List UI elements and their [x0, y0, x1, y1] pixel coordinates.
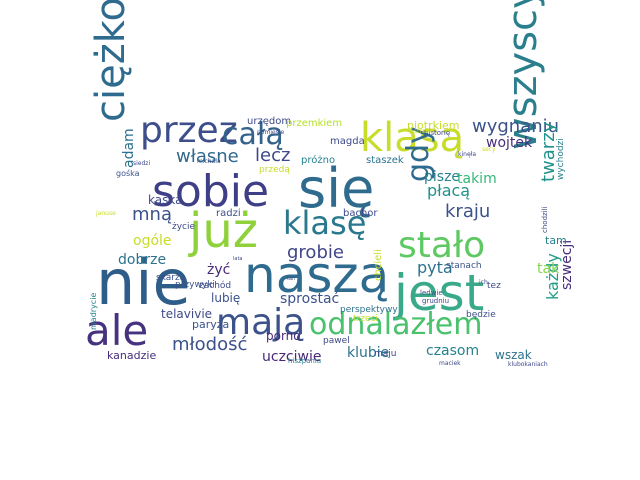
word-73: historię: [424, 129, 451, 137]
word-5: sobie: [152, 166, 270, 217]
word-69: życie: [172, 222, 196, 232]
word-88: tan: [287, 276, 296, 282]
word-20: kraju: [445, 201, 491, 222]
word-71: madrycie: [89, 292, 98, 330]
word-59: trzeci: [353, 314, 378, 324]
word-39: żyć: [207, 262, 231, 278]
word-14: odnalazłem: [309, 307, 483, 342]
word-22: własne: [176, 146, 239, 167]
word-32: sprostać: [280, 291, 340, 307]
word-38: lubię: [211, 291, 241, 305]
word-15: całą: [222, 117, 284, 152]
word-8: przez: [140, 110, 238, 151]
word-40: dobrze: [118, 252, 167, 268]
word-50: urzędom: [247, 116, 292, 127]
word-62: tez: [487, 281, 501, 291]
word-66: zachód: [199, 281, 232, 291]
word-77: chodzili: [541, 206, 549, 233]
word-70: przedą: [259, 165, 290, 175]
word-30: pisze: [424, 169, 461, 185]
word-9: klasą: [360, 115, 465, 161]
word-12: klasę: [283, 204, 367, 242]
word-25: pyta: [417, 258, 453, 277]
word-84: kinęła: [458, 151, 477, 158]
word-47: tak: [537, 261, 560, 277]
word-63: maju: [374, 349, 397, 359]
word-41: ogóle: [133, 233, 172, 249]
word-68: skarżą: [156, 273, 186, 283]
word-54: próżno: [301, 155, 336, 166]
word-35: uczciwie: [262, 349, 322, 365]
word-37: telavivie: [161, 307, 213, 321]
word-86: secy: [482, 146, 496, 153]
word-0: się: [298, 157, 375, 220]
word-26: mną: [132, 204, 172, 225]
word-81: michała: [197, 158, 221, 165]
word-21: lecz: [255, 145, 291, 166]
word-53: staszek: [366, 155, 404, 166]
word-55: bachor: [343, 208, 378, 219]
word-6: już: [189, 203, 258, 259]
word-29: płacą: [427, 181, 471, 200]
word-31: takim: [457, 171, 497, 187]
word-49: piotrkiem: [407, 119, 460, 132]
word-56: radzi: [216, 208, 241, 219]
word-48: tam: [545, 234, 567, 247]
word-10: ale: [85, 306, 149, 355]
word-43: kaśka: [148, 193, 183, 207]
word-87: lata: [233, 256, 243, 262]
word-36: porno: [266, 329, 301, 343]
word-67: pawel: [323, 336, 350, 346]
word-89: strzału: [414, 128, 435, 135]
word-46: wszak: [495, 348, 532, 362]
word-13: stało: [398, 225, 486, 266]
word-61: będzie: [466, 310, 496, 320]
word-7: ciężko: [88, 0, 134, 122]
word-60: stanach: [446, 261, 482, 271]
word-57: chcieli: [373, 249, 384, 281]
word-79: klubokaniach: [508, 361, 548, 368]
word-64: wychodzi: [556, 138, 566, 180]
word-11: mają: [216, 302, 306, 343]
word-74: ledwie: [420, 289, 443, 297]
word-72: gośka: [116, 169, 140, 178]
word-85: januse: [96, 210, 116, 217]
word-4: jest: [394, 264, 485, 322]
word-17: wygnaniu: [472, 116, 560, 137]
word-44: kanadzie: [107, 349, 157, 362]
word-45: paryża: [192, 318, 230, 331]
word-34: czasom: [426, 343, 480, 359]
word-52: magda: [330, 136, 365, 147]
word-80: ich: [479, 279, 488, 286]
word-83: pomiesie: [257, 129, 285, 136]
word-76: grudniu: [422, 297, 450, 305]
word-33: klubie: [347, 345, 390, 361]
word-28: szwecji: [559, 239, 575, 290]
word-82: siedzi: [133, 160, 151, 167]
word-24: wojtek: [486, 135, 533, 151]
word-65: przywyki: [175, 280, 215, 290]
word-75: hiszpania: [288, 357, 322, 365]
word-58: perspektywy: [340, 305, 398, 315]
word-23: młodość: [172, 334, 248, 355]
word-1: nie: [96, 246, 191, 319]
word-19: grobie: [287, 242, 344, 263]
word-51: przemkiem: [286, 118, 343, 129]
word-78: maciek: [439, 360, 461, 367]
word-3: naszą: [244, 246, 390, 304]
